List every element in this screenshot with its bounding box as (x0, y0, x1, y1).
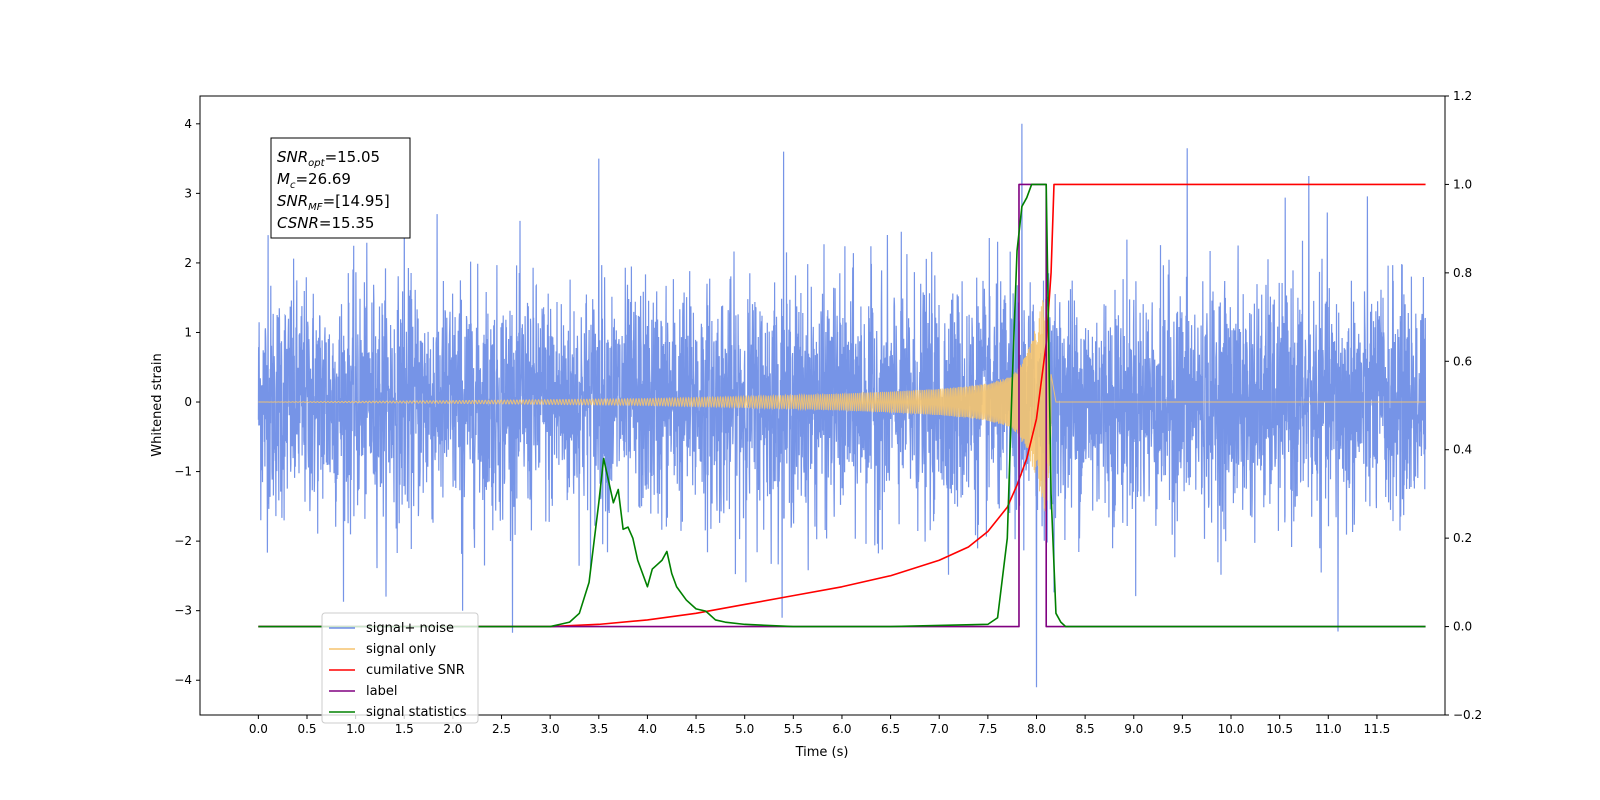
x-axis-label: Time (s) (795, 745, 849, 760)
legend-label: signal statistics (366, 705, 467, 720)
legend-label: cumilative SNR (366, 663, 465, 678)
y-axis-right: 1.2 1.0 0.8 0.6 0.4 0.2 0.0 −0.2 (1445, 89, 1482, 722)
y-tick-label: −4 (174, 673, 192, 687)
x-tick-label: 0.0 (249, 722, 268, 736)
y-right-tick-label: 0.2 (1453, 531, 1472, 545)
annotation-line: Mc=26.69 (277, 170, 351, 191)
x-tick-label: 1.5 (395, 722, 414, 736)
x-tick-label: 1.0 (346, 722, 365, 736)
annotation-box: SNRopt=15.05Mc=26.69SNRMF=[14.95]CSNR=15… (270, 137, 411, 239)
x-tick-label: 8.5 (1076, 722, 1095, 736)
legend: signal+ noise signal only cumilative SNR la… (321, 612, 479, 724)
x-tick-label: 5.0 (735, 722, 754, 736)
x-tick-label: 0.5 (297, 722, 316, 736)
x-tick-label: 3.5 (589, 722, 608, 736)
x-tick-label: 7.0 (930, 722, 949, 736)
signal-only-line (258, 284, 1426, 512)
y-tick-label: 0 (184, 395, 192, 409)
y-right-tick-label: −0.2 (1453, 708, 1482, 722)
x-tick-label: 6.0 (832, 722, 851, 736)
y-axis-label: Whitened strain (150, 353, 165, 456)
signal-statistics-line (258, 183, 1426, 628)
cumilative-snr-line (258, 183, 1426, 628)
x-tick-label: 8.0 (1027, 722, 1046, 736)
x-tick-label: 2.5 (492, 722, 511, 736)
x-tick-label: 10.0 (1218, 722, 1245, 736)
signal-noise-series (257, 123, 1427, 688)
x-tick-label: 5.5 (784, 722, 803, 736)
x-tick-label: 7.5 (978, 722, 997, 736)
y-right-tick-label: 0.4 (1453, 443, 1472, 457)
y-right-tick-label: 0.0 (1453, 620, 1472, 634)
annotation-line: SNRopt=15.05 (277, 148, 380, 169)
x-tick-label: 11.5 (1364, 722, 1391, 736)
legend-label: signal only (366, 642, 436, 657)
y-right-tick-label: 0.8 (1453, 266, 1472, 280)
x-tick-label: 9.5 (1173, 722, 1192, 736)
x-tick-label: 2.0 (443, 722, 462, 736)
x-axis: 0.0 0.5 1.0 1.5 2.0 2.5 3.0 3.5 4.0 4.5 5.0 5.5 6.0 6… (249, 715, 1390, 736)
x-tick-label: 9.0 (1124, 722, 1143, 736)
y-tick-label: 3 (184, 186, 192, 200)
x-tick-label: 10.5 (1266, 722, 1293, 736)
y-tick-label: −1 (174, 465, 192, 479)
legend-label: label (366, 684, 397, 699)
y-axis-left: 4 3 2 1 0 −1 −2 −3 −4 (174, 117, 200, 687)
x-tick-label: 6.5 (881, 722, 900, 736)
legend-label: signal+ noise (366, 621, 454, 636)
y-tick-label: 1 (184, 325, 192, 339)
annotation-line: SNRMF=[14.95] (277, 192, 390, 213)
y-tick-label: −3 (174, 604, 192, 618)
x-tick-label: 4.5 (687, 722, 706, 736)
x-tick-label: 11.0 (1315, 722, 1342, 736)
y-right-tick-label: 1.2 (1453, 89, 1472, 103)
annotation-line: CSNR=15.35 (277, 214, 374, 232)
x-tick-label: 4.0 (638, 722, 657, 736)
y-tick-label: 2 (184, 256, 192, 270)
x-tick-label: 3.0 (541, 722, 560, 736)
y-right-tick-label: 0.6 (1453, 354, 1472, 368)
plot-frame (199, 95, 1446, 716)
y-right-tick-label: 1.0 (1453, 177, 1472, 191)
y-tick-label: 4 (184, 117, 192, 131)
signal-noise-line (257, 123, 1427, 688)
y-tick-label: −2 (174, 534, 192, 548)
